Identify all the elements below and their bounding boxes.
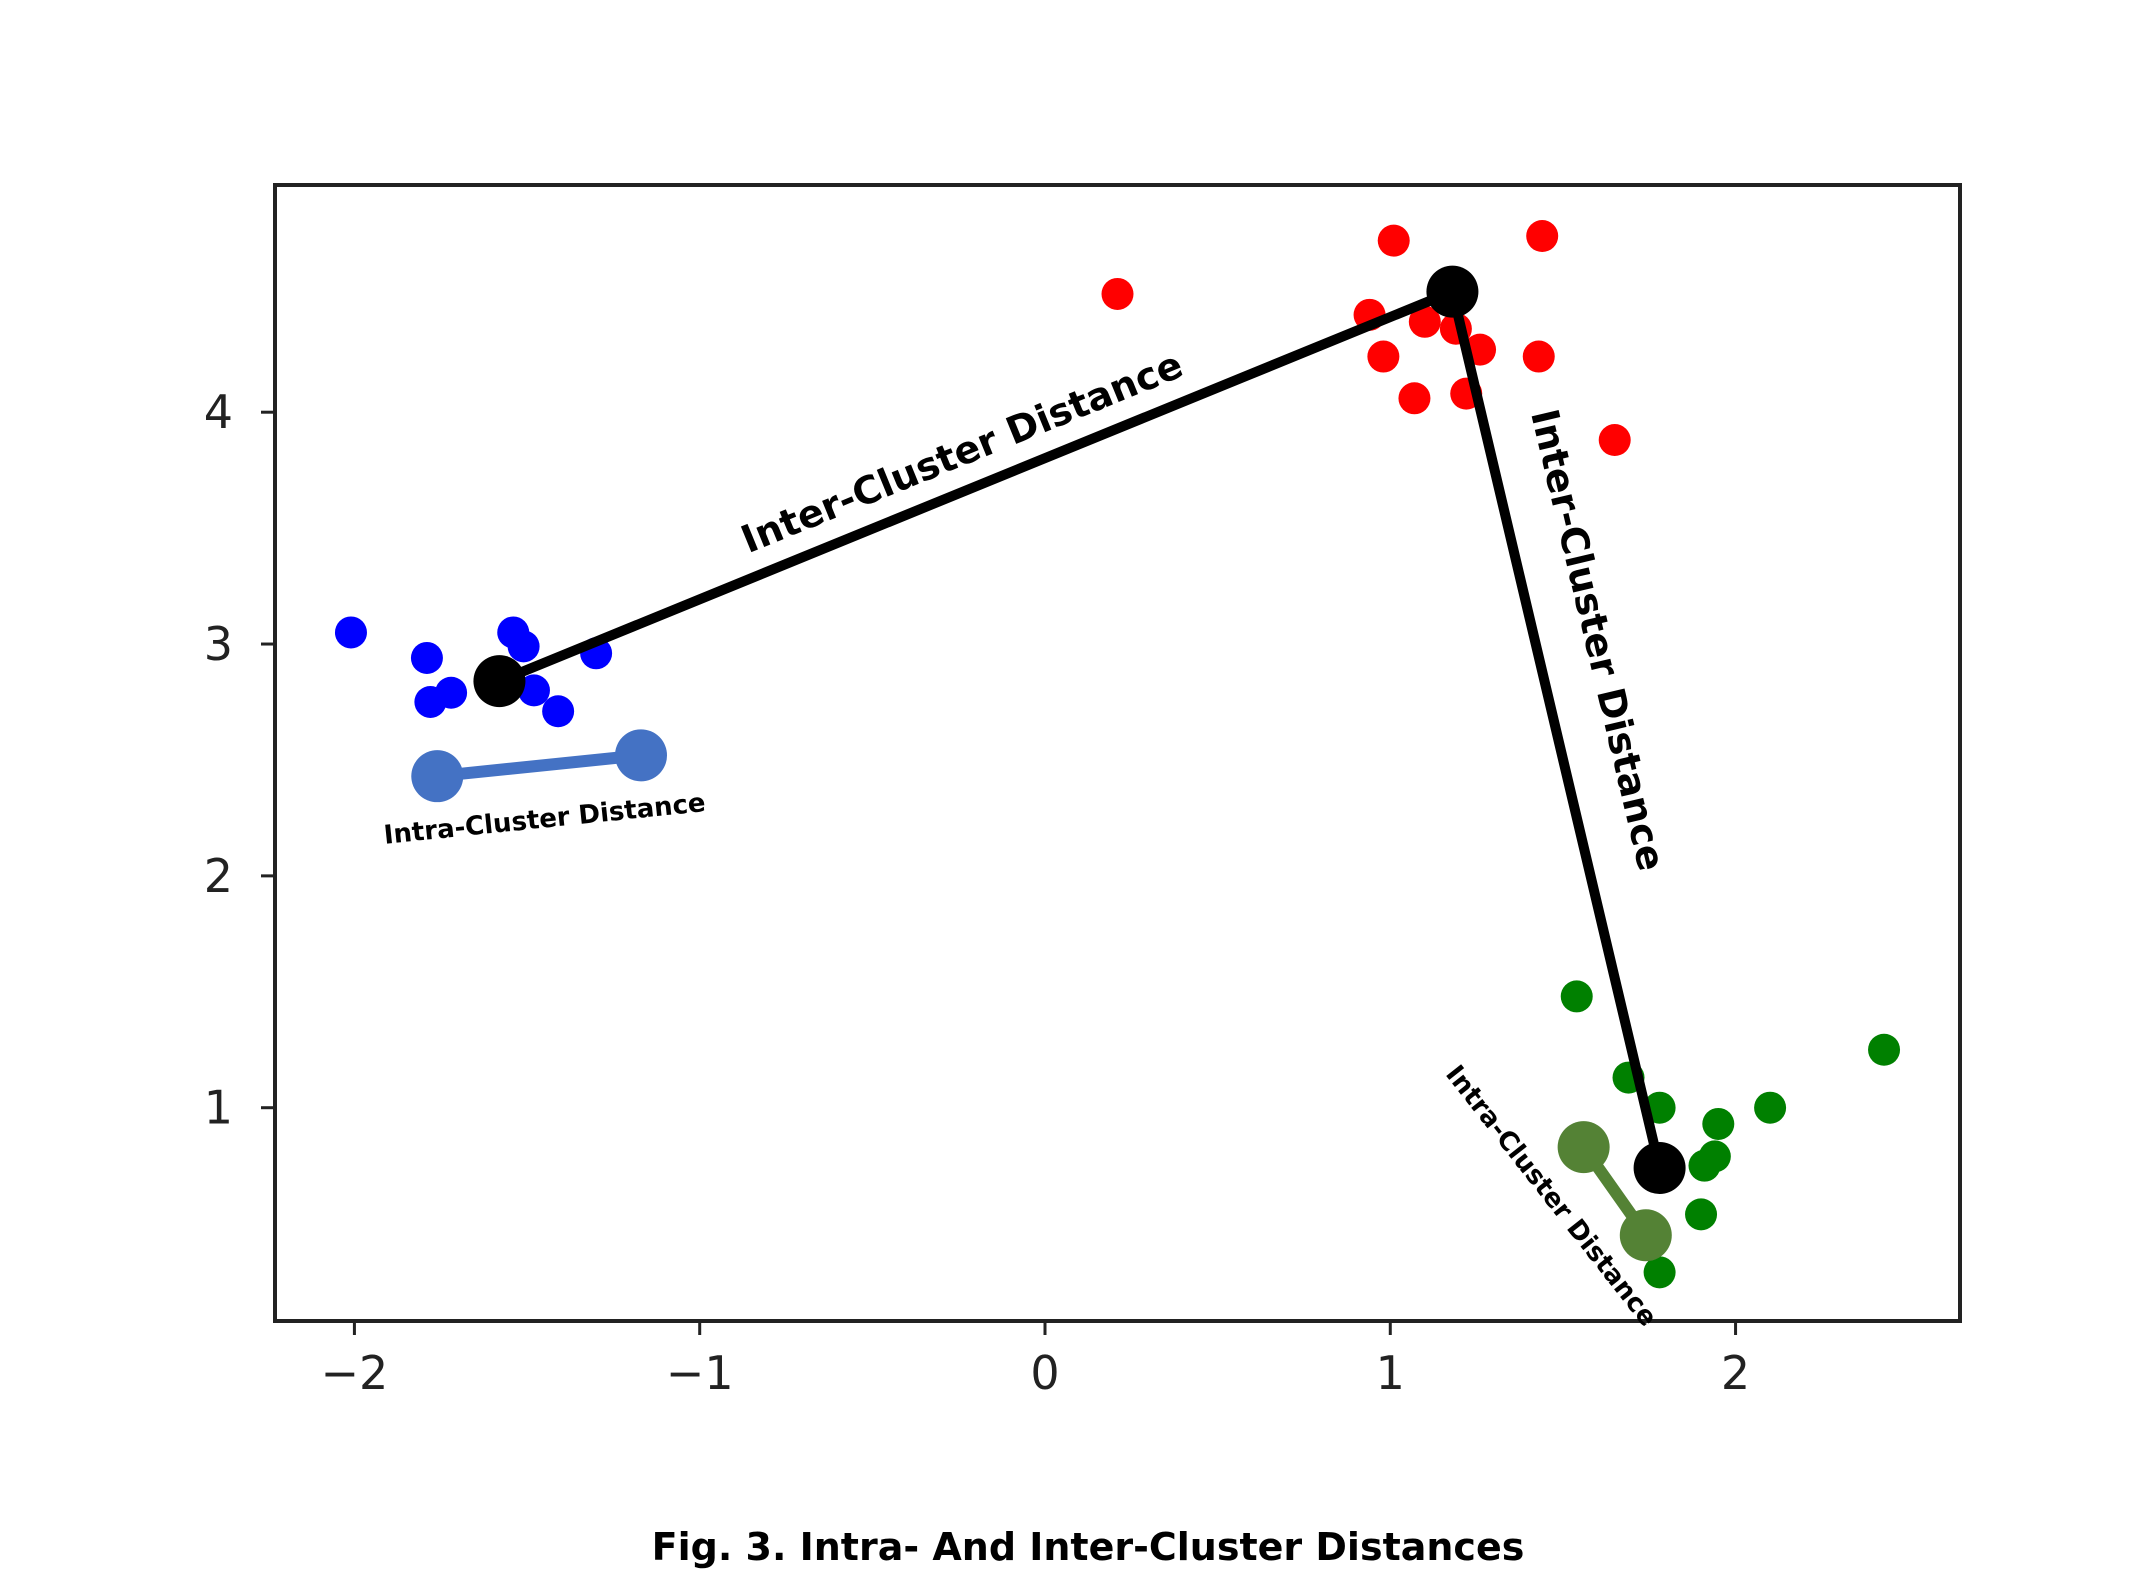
x-tick-label: −1	[666, 1346, 734, 1400]
y-tick-label: 3	[204, 617, 233, 671]
data-points	[334, 220, 1901, 1289]
inter-cluster-line	[494, 286, 1458, 687]
data-point	[1522, 340, 1555, 373]
data-point	[1868, 1033, 1901, 1066]
y-tick-label: 1	[204, 1081, 233, 1135]
y-tick-label: 4	[204, 385, 233, 439]
data-point	[1367, 340, 1400, 373]
x-tick-label: 0	[1030, 1346, 1059, 1400]
intra-cluster-endpoint	[411, 750, 464, 803]
centroid-marker	[473, 655, 526, 708]
centroid-marker	[1426, 265, 1479, 318]
data-point	[1685, 1198, 1718, 1231]
axes-frame	[273, 183, 1962, 1323]
intra-cluster-endpoint	[615, 729, 668, 782]
centroid-markers	[473, 265, 1686, 1194]
figure-caption: Fig. 3. Intra- And Inter-Cluster Distanc…	[652, 1525, 1525, 1569]
inter-cluster-line	[1447, 286, 1665, 1173]
data-point	[1702, 1107, 1735, 1140]
x-tick-label: −2	[321, 1346, 389, 1400]
centroid-marker	[1633, 1141, 1686, 1194]
data-point	[334, 616, 367, 649]
data-point	[517, 674, 550, 707]
data-point	[1398, 382, 1431, 415]
data-point	[410, 641, 443, 674]
intra-cluster-line	[431, 749, 648, 783]
x-tick-label: 2	[1721, 1346, 1750, 1400]
data-point	[1526, 220, 1559, 253]
x-tick-label: 1	[1376, 1346, 1405, 1400]
data-point	[1377, 224, 1410, 257]
data-point	[1598, 424, 1631, 457]
data-point	[1754, 1091, 1787, 1124]
plot-area-border	[273, 183, 1962, 1323]
axis-ticks: −2 −1 0 1 2 1 2 3 4	[204, 385, 1750, 1400]
data-point	[1408, 305, 1441, 338]
data-point	[507, 630, 540, 663]
intra-cluster-endpoint	[1557, 1121, 1610, 1174]
data-point	[1698, 1140, 1731, 1173]
data-point	[542, 695, 575, 728]
y-tick-label: 2	[204, 849, 233, 903]
data-point	[435, 676, 468, 709]
intra-cluster-endpoint	[1619, 1209, 1672, 1262]
distance-lines	[411, 286, 1672, 1262]
data-point	[1560, 980, 1593, 1013]
data-point	[1101, 277, 1134, 310]
data-point	[1643, 1256, 1676, 1289]
